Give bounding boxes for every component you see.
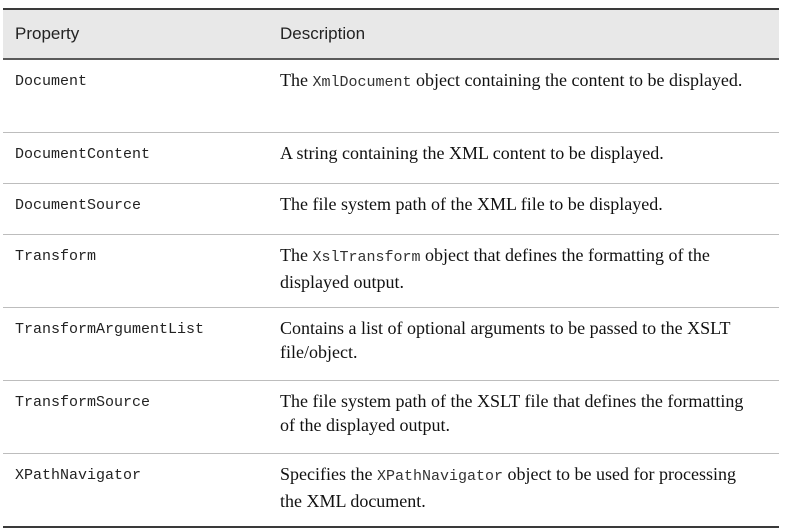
property-cell: XPathNavigator [3, 453, 268, 528]
table-row: Document The XmlDocument object containi… [3, 59, 779, 133]
description-cell: The XslTransform object that defines the… [268, 234, 779, 308]
property-cell: DocumentSource [3, 183, 268, 235]
property-cell: TransformArgumentList [3, 307, 268, 381]
description-cell: Specifies the XPathNavigator object to b… [268, 453, 779, 528]
description-text: object containing the content to be disp… [411, 70, 743, 90]
property-cell: Transform [3, 234, 268, 308]
property-table-container: Property Description Document The XmlDoc… [3, 8, 779, 528]
table-row: DocumentContent A string containing the … [3, 132, 779, 184]
description-code: XslTransform [312, 249, 421, 266]
description-cell: The file system path of the XML file to … [268, 183, 779, 235]
table-row: TransformArgumentList Contains a list of… [3, 307, 779, 381]
description-text: The [280, 70, 313, 90]
table-row: Transform The XslTransform object that d… [3, 234, 779, 308]
header-description: Description [268, 8, 779, 60]
table-row: DocumentSource The file system path of t… [3, 183, 779, 235]
property-table: Property Description Document The XmlDoc… [3, 8, 779, 528]
description-text: Specifies the [280, 464, 377, 484]
header-row: Property Description [3, 8, 779, 60]
description-text: The file system path of the XSLT file th… [280, 391, 744, 435]
description-text: The file system path of the XML file to … [280, 194, 663, 214]
description-code: XmlDocument [312, 74, 412, 91]
property-cell: DocumentContent [3, 132, 268, 184]
table-header: Property Description [3, 8, 779, 60]
description-cell: The XmlDocument object containing the co… [268, 59, 779, 133]
description-text: The [280, 245, 313, 265]
description-cell: The file system path of the XSLT file th… [268, 380, 779, 454]
description-code: XPathNavigator [376, 468, 504, 485]
property-cell: TransformSource [3, 380, 268, 454]
description-text: Contains a list of optional arguments to… [280, 318, 731, 362]
header-property: Property [3, 8, 268, 60]
description-text: object that defines the formatting of th… [280, 245, 710, 292]
description-cell: Contains a list of optional arguments to… [268, 307, 779, 381]
table-row: TransformSource The file system path of … [3, 380, 779, 454]
description-text: A string containing the XML content to b… [280, 143, 664, 163]
property-cell: Document [3, 59, 268, 133]
table-body: Document The XmlDocument object containi… [3, 59, 779, 528]
table-row: XPathNavigator Specifies the XPathNaviga… [3, 453, 779, 528]
description-cell: A string containing the XML content to b… [268, 132, 779, 184]
